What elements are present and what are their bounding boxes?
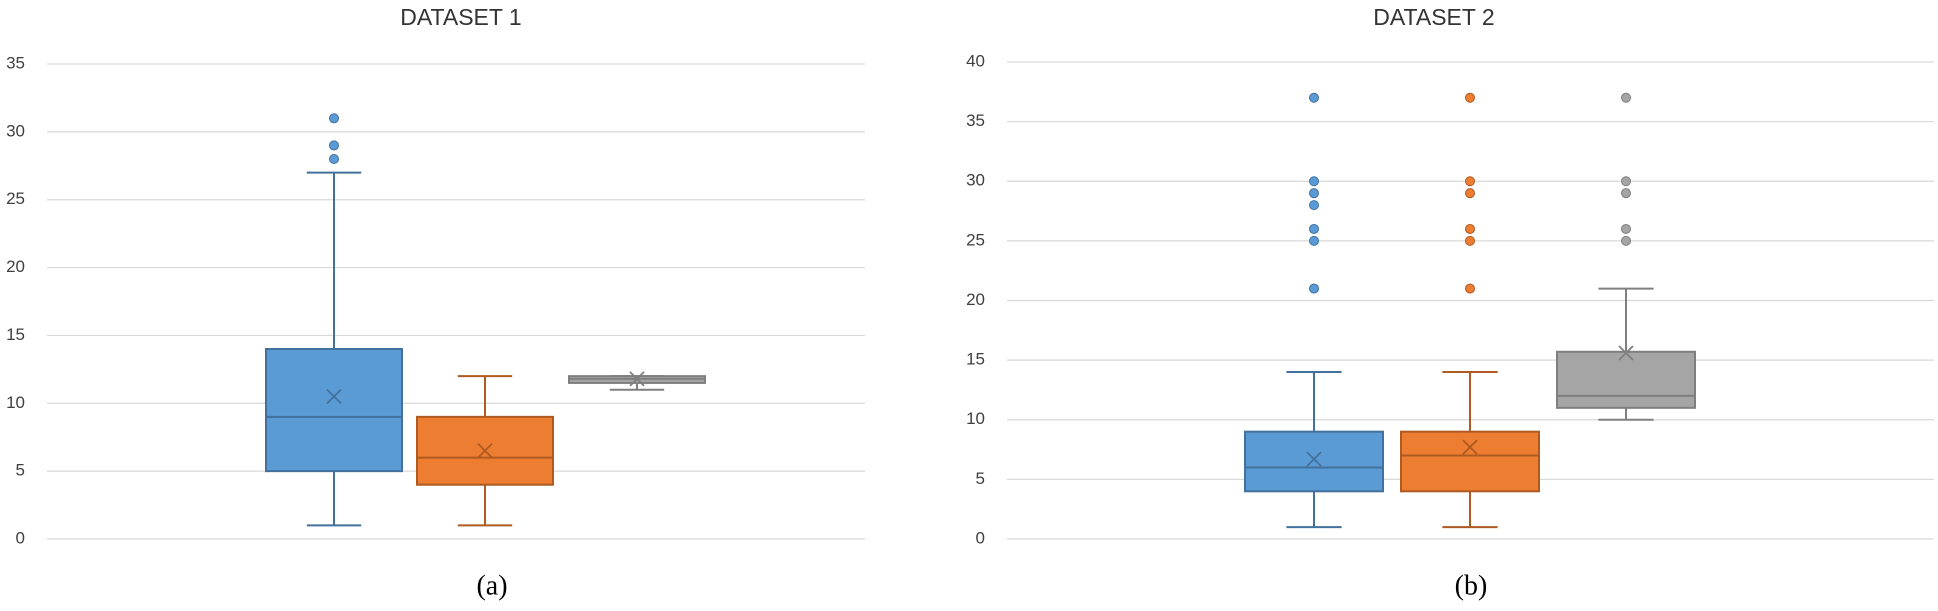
y-tick-label: 10 <box>966 409 985 428</box>
y-tick-label: 5 <box>16 461 25 480</box>
y-tick-label: 20 <box>6 257 25 276</box>
outlier <box>1309 235 1319 246</box>
chart-title: DATASET 1 <box>400 4 521 30</box>
y-tick-label: 10 <box>6 393 25 412</box>
outlier <box>1465 188 1475 199</box>
y-tick-label: 5 <box>976 469 985 488</box>
mean-marker <box>629 371 645 387</box>
mean-marker <box>326 388 342 405</box>
outlier <box>1621 235 1631 246</box>
mean-marker <box>1306 451 1322 467</box>
y-tick-label: 0 <box>976 528 985 547</box>
outlier <box>1465 223 1475 234</box>
y-tick-label: 40 <box>966 51 985 70</box>
outlier <box>1465 283 1475 294</box>
outlier <box>1309 92 1319 103</box>
outlier <box>329 113 339 124</box>
y-tick-label: 25 <box>966 230 985 249</box>
box <box>1244 430 1384 493</box>
y-tick-label: 35 <box>966 111 985 130</box>
outlier <box>1465 92 1475 103</box>
y-tick-label: 35 <box>6 53 25 72</box>
chart-title: DATASET 2 <box>1373 4 1494 30</box>
mean-marker <box>477 443 493 459</box>
box <box>265 348 403 473</box>
y-tick-label: 30 <box>6 121 25 140</box>
outlier <box>329 140 339 151</box>
outlier <box>1309 188 1319 199</box>
y-tick-label: 15 <box>966 350 985 369</box>
mean-marker <box>1462 439 1478 455</box>
outlier <box>329 154 339 164</box>
outlier <box>1621 188 1631 199</box>
mean-marker <box>1618 345 1634 361</box>
caption: (a) <box>476 570 507 601</box>
y-tick-label: 25 <box>6 189 25 208</box>
caption: (b) <box>1455 570 1488 601</box>
outlier <box>1309 223 1319 234</box>
y-tick-label: 0 <box>16 528 25 547</box>
box <box>1556 350 1696 409</box>
outlier <box>1309 283 1319 294</box>
outlier <box>1621 223 1631 234</box>
outlier <box>1621 92 1631 103</box>
outlier <box>1621 176 1631 187</box>
box <box>1400 430 1540 493</box>
y-tick-label: 20 <box>966 290 985 309</box>
y-tick-label: 15 <box>6 325 25 344</box>
outlier <box>1465 235 1475 246</box>
outlier <box>1465 176 1475 187</box>
outlier <box>1309 176 1319 187</box>
outlier <box>1309 200 1319 211</box>
y-tick-label: 30 <box>966 171 985 190</box>
